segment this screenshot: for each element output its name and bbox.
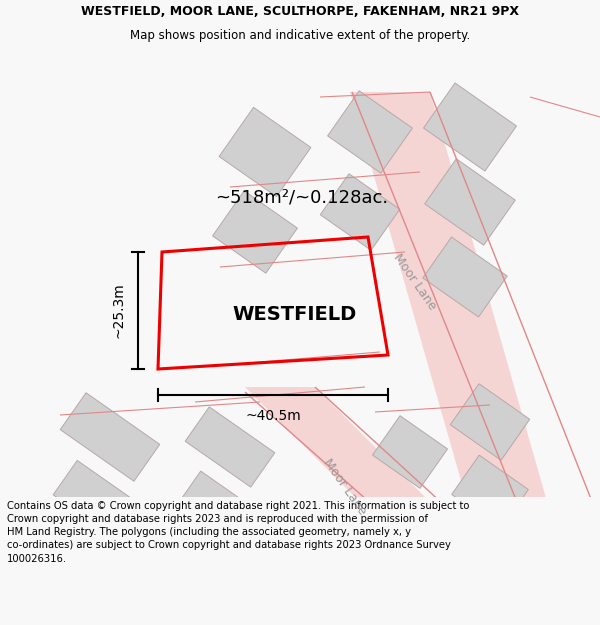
Polygon shape: [328, 91, 412, 173]
Polygon shape: [452, 455, 529, 529]
Text: Moor Lane: Moor Lane: [321, 456, 369, 518]
Text: ~40.5m: ~40.5m: [245, 409, 301, 423]
Polygon shape: [60, 392, 160, 481]
Polygon shape: [450, 384, 530, 460]
Polygon shape: [219, 107, 311, 197]
Polygon shape: [178, 471, 262, 547]
Polygon shape: [423, 237, 507, 317]
Polygon shape: [424, 83, 517, 171]
Text: Moor Lane: Moor Lane: [391, 251, 439, 312]
Polygon shape: [425, 159, 515, 245]
Polygon shape: [350, 92, 560, 547]
Text: ~518m²/~0.128ac.: ~518m²/~0.128ac.: [215, 189, 388, 207]
Text: ~25.3m: ~25.3m: [112, 282, 126, 338]
Polygon shape: [212, 191, 298, 273]
Polygon shape: [245, 387, 480, 552]
Polygon shape: [373, 416, 448, 488]
Polygon shape: [320, 174, 400, 250]
Text: Contains OS data © Crown copyright and database right 2021. This information is : Contains OS data © Crown copyright and d…: [7, 501, 470, 564]
Text: WESTFIELD, MOOR LANE, SCULTHORPE, FAKENHAM, NR21 9PX: WESTFIELD, MOOR LANE, SCULTHORPE, FAKENH…: [81, 5, 519, 18]
Text: Map shows position and indicative extent of the property.: Map shows position and indicative extent…: [130, 29, 470, 42]
Polygon shape: [185, 407, 275, 487]
Polygon shape: [53, 461, 147, 544]
Text: WESTFIELD: WESTFIELD: [233, 306, 357, 324]
